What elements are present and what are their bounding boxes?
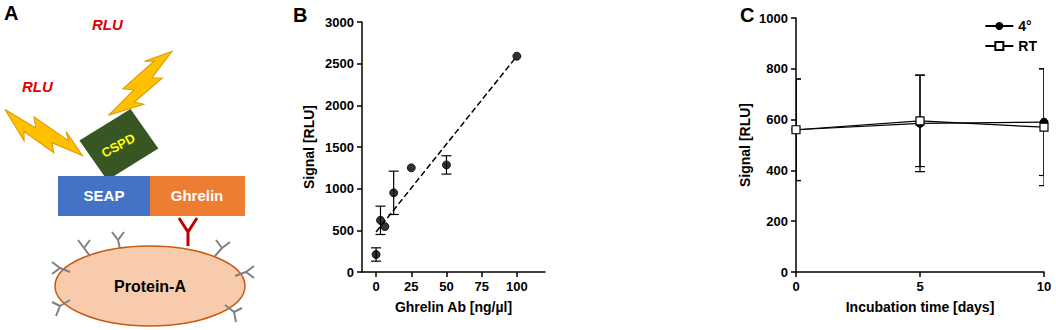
svg-text:B: B <box>293 4 307 26</box>
svg-text:200: 200 <box>766 214 788 229</box>
svg-text:A: A <box>4 2 18 24</box>
svg-text:Ghrelin Ab [ng/µl]: Ghrelin Ab [ng/µl] <box>395 299 512 315</box>
svg-text:0: 0 <box>781 265 788 280</box>
svg-text:25: 25 <box>404 279 418 294</box>
svg-text:RLU: RLU <box>92 16 124 33</box>
svg-text:600: 600 <box>766 112 788 127</box>
svg-text:400: 400 <box>766 163 788 178</box>
svg-text:Signal [RLU]: Signal [RLU] <box>301 105 317 189</box>
svg-text:2500: 2500 <box>325 56 354 71</box>
svg-text:1500: 1500 <box>325 140 354 155</box>
svg-text:C: C <box>740 4 754 26</box>
svg-text:10: 10 <box>1037 279 1051 294</box>
svg-text:RLU: RLU <box>22 78 54 95</box>
svg-text:Protein-A: Protein-A <box>114 278 186 295</box>
svg-text:100: 100 <box>506 279 528 294</box>
svg-text:SEAP: SEAP <box>84 187 125 204</box>
svg-text:Incubation time [days]: Incubation time [days] <box>846 299 995 315</box>
svg-text:50: 50 <box>439 279 453 294</box>
svg-text:0: 0 <box>372 279 379 294</box>
svg-text:75: 75 <box>474 279 488 294</box>
svg-text:0: 0 <box>792 279 799 294</box>
svg-text:5: 5 <box>916 279 923 294</box>
svg-text:800: 800 <box>766 61 788 76</box>
svg-text:Signal [RLU]: Signal [RLU] <box>737 103 753 187</box>
svg-text:2000: 2000 <box>325 98 354 113</box>
svg-text:Ghrelin: Ghrelin <box>171 187 224 204</box>
svg-text:0: 0 <box>347 265 354 280</box>
svg-text:3000: 3000 <box>325 15 354 30</box>
svg-text:1000: 1000 <box>759 11 788 26</box>
svg-text:1000: 1000 <box>325 181 354 196</box>
svg-text:RT: RT <box>1018 38 1037 54</box>
svg-text:500: 500 <box>332 223 354 238</box>
svg-text:4°: 4° <box>1018 18 1031 34</box>
svg-text:CSPD: CSPD <box>99 130 138 160</box>
